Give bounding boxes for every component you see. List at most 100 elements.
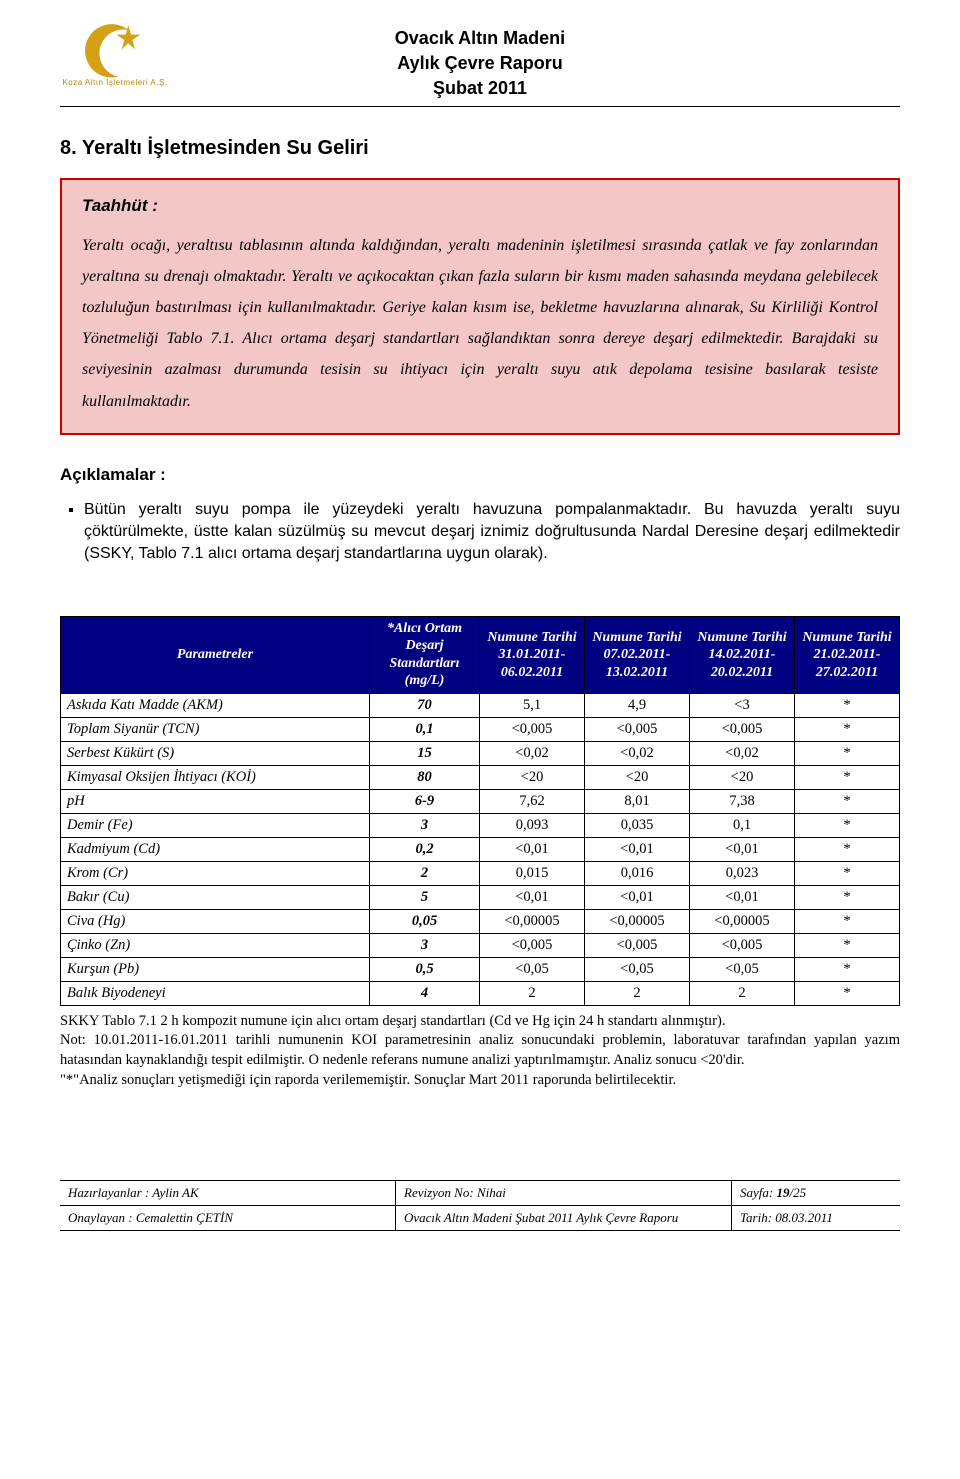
explanations-heading: Açıklamalar : (60, 465, 900, 485)
cell-value: * (795, 933, 900, 957)
col-param: Parametreler (61, 616, 370, 693)
table-row: Kadmiyum (Cd)0,2<0,01<0,01<0,01* (61, 837, 900, 861)
explanations-item: Bütün yeraltı suyu pompa ile yüzeydeki y… (84, 499, 900, 566)
cell-standard: 0,1 (370, 717, 480, 741)
cell-standard: 0,05 (370, 909, 480, 933)
cell-parameter: Serbest Kükürt (S) (61, 741, 370, 765)
cell-value: * (795, 909, 900, 933)
title-line-2: Aylık Çevre Raporu (170, 51, 790, 76)
table-row: Demir (Fe)30,0930,0350,1* (61, 813, 900, 837)
commitment-box: Taahhüt : Yeraltı ocağı, yeraltısu tabla… (60, 178, 900, 435)
cell-value: <0,00005 (585, 909, 690, 933)
cell-standard: 2 (370, 861, 480, 885)
cell-value: * (795, 981, 900, 1005)
col-standard: *Alıcı Ortam Deşarj Standartları (mg/L) (370, 616, 480, 693)
note-line-3: "*"Analiz sonuçları yetişmediği için rap… (60, 1071, 900, 1091)
commitment-heading: Taahhüt : (82, 196, 878, 216)
cell-value: <0,005 (585, 717, 690, 741)
cell-value: * (795, 813, 900, 837)
section-title: 8. Yeraltı İşletmesinden Su Geliri (60, 137, 900, 160)
col-sample-2: Numune Tarihi 07.02.2011-13.02.2011 (585, 616, 690, 693)
table-row: pH6-97,628,017,38* (61, 789, 900, 813)
cell-value: <0,005 (690, 717, 795, 741)
table-body: Askıda Katı Madde (AKM)705,14,9<3*Toplam… (61, 693, 900, 1005)
cell-parameter: Çinko (Zn) (61, 933, 370, 957)
table-row: Serbest Kükürt (S)15<0,02<0,02<0,02* (61, 741, 900, 765)
cell-value: <20 (585, 765, 690, 789)
document-page: Koza Altın İşletmeleri A.Ş. Ovacık Altın… (0, 0, 960, 1271)
footer-report-title: Ovacık Altın Madeni Şubat 2011 Aylık Çev… (396, 1206, 732, 1230)
cell-value: <0,05 (690, 957, 795, 981)
cell-value: 0,093 (480, 813, 585, 837)
cell-value: 0,015 (480, 861, 585, 885)
cell-value: <3 (690, 693, 795, 717)
cell-value: <0,01 (480, 885, 585, 909)
cell-value: 2 (480, 981, 585, 1005)
table-row: Askıda Katı Madde (AKM)705,14,9<3* (61, 693, 900, 717)
star-crescent-icon (80, 20, 150, 80)
cell-value: 5,1 (480, 693, 585, 717)
cell-value: 8,01 (585, 789, 690, 813)
footer-approved-by: Onaylayan : Cemalettin ÇETİN (60, 1206, 396, 1230)
cell-parameter: Bakır (Cu) (61, 885, 370, 909)
cell-standard: 80 (370, 765, 480, 789)
cell-value: <0,005 (585, 933, 690, 957)
cell-standard: 5 (370, 885, 480, 909)
note-line-2: Not: 10.01.2011-16.01.2011 tarihli numun… (60, 1031, 900, 1070)
cell-parameter: Demir (Fe) (61, 813, 370, 837)
cell-value: 2 (585, 981, 690, 1005)
title-line-3: Şubat 2011 (170, 76, 790, 101)
table-row: Balık Biyodeneyi4222* (61, 981, 900, 1005)
cell-value: 0,023 (690, 861, 795, 885)
cell-value: * (795, 861, 900, 885)
cell-value: <0,01 (690, 837, 795, 861)
table-row: Toplam Siyanür (TCN)0,1<0,005<0,005<0,00… (61, 717, 900, 741)
header-title: Ovacık Altın Madeni Aylık Çevre Raporu Ş… (170, 20, 790, 102)
cell-standard: 6-9 (370, 789, 480, 813)
cell-parameter: pH (61, 789, 370, 813)
cell-value: * (795, 789, 900, 813)
cell-value: <0,00005 (480, 909, 585, 933)
page-footer: Hazırlayanlar : Aylin AK Revizyon No: Ni… (60, 1180, 900, 1231)
col-sample-1: Numune Tarihi 31.01.2011-06.02.2011 (480, 616, 585, 693)
cell-value: * (795, 885, 900, 909)
cell-value: <0,01 (585, 885, 690, 909)
cell-value: * (795, 693, 900, 717)
cell-value: <0,005 (690, 933, 795, 957)
table-row: Bakır (Cu)5<0,01<0,01<0,01* (61, 885, 900, 909)
cell-value: <0,05 (585, 957, 690, 981)
cell-value: <20 (690, 765, 795, 789)
cell-value: * (795, 837, 900, 861)
cell-parameter: Kurşun (Pb) (61, 957, 370, 981)
cell-parameter: Balık Biyodeneyi (61, 981, 370, 1005)
col-sample-4: Numune Tarihi 21.02.2011-27.02.2011 (795, 616, 900, 693)
table-row: Civa (Hg)0,05<0,00005<0,00005<0,00005* (61, 909, 900, 933)
explanations-list: Bütün yeraltı suyu pompa ile yüzeydeki y… (60, 499, 900, 566)
logo-block: Koza Altın İşletmeleri A.Ş. (60, 20, 170, 87)
cell-parameter: Askıda Katı Madde (AKM) (61, 693, 370, 717)
cell-standard: 3 (370, 933, 480, 957)
cell-parameter: Kadmiyum (Cd) (61, 837, 370, 861)
parameters-table: Parametreler *Alıcı Ortam Deşarj Standar… (60, 616, 900, 1006)
table-row: Kimyasal Oksijen İhtiyacı (KOİ)80<20<20<… (61, 765, 900, 789)
cell-value: <0,02 (480, 741, 585, 765)
cell-standard: 3 (370, 813, 480, 837)
cell-value: <0,005 (480, 717, 585, 741)
cell-value: <0,01 (585, 837, 690, 861)
table-row: Kurşun (Pb)0,5<0,05<0,05<0,05* (61, 957, 900, 981)
cell-value: <0,00005 (690, 909, 795, 933)
title-line-1: Ovacık Altın Madeni (170, 26, 790, 51)
cell-standard: 0,5 (370, 957, 480, 981)
cell-value: <0,01 (480, 837, 585, 861)
cell-value: 7,38 (690, 789, 795, 813)
cell-value: <0,05 (480, 957, 585, 981)
cell-value: 0,1 (690, 813, 795, 837)
cell-value: <0,02 (585, 741, 690, 765)
cell-value: <0,005 (480, 933, 585, 957)
footer-page-number: Sayfa: 19/25 (732, 1181, 900, 1205)
cell-value: 0,035 (585, 813, 690, 837)
cell-parameter: Civa (Hg) (61, 909, 370, 933)
table-header-row: Parametreler *Alıcı Ortam Deşarj Standar… (61, 616, 900, 693)
cell-standard: 15 (370, 741, 480, 765)
cell-parameter: Kimyasal Oksijen İhtiyacı (KOİ) (61, 765, 370, 789)
